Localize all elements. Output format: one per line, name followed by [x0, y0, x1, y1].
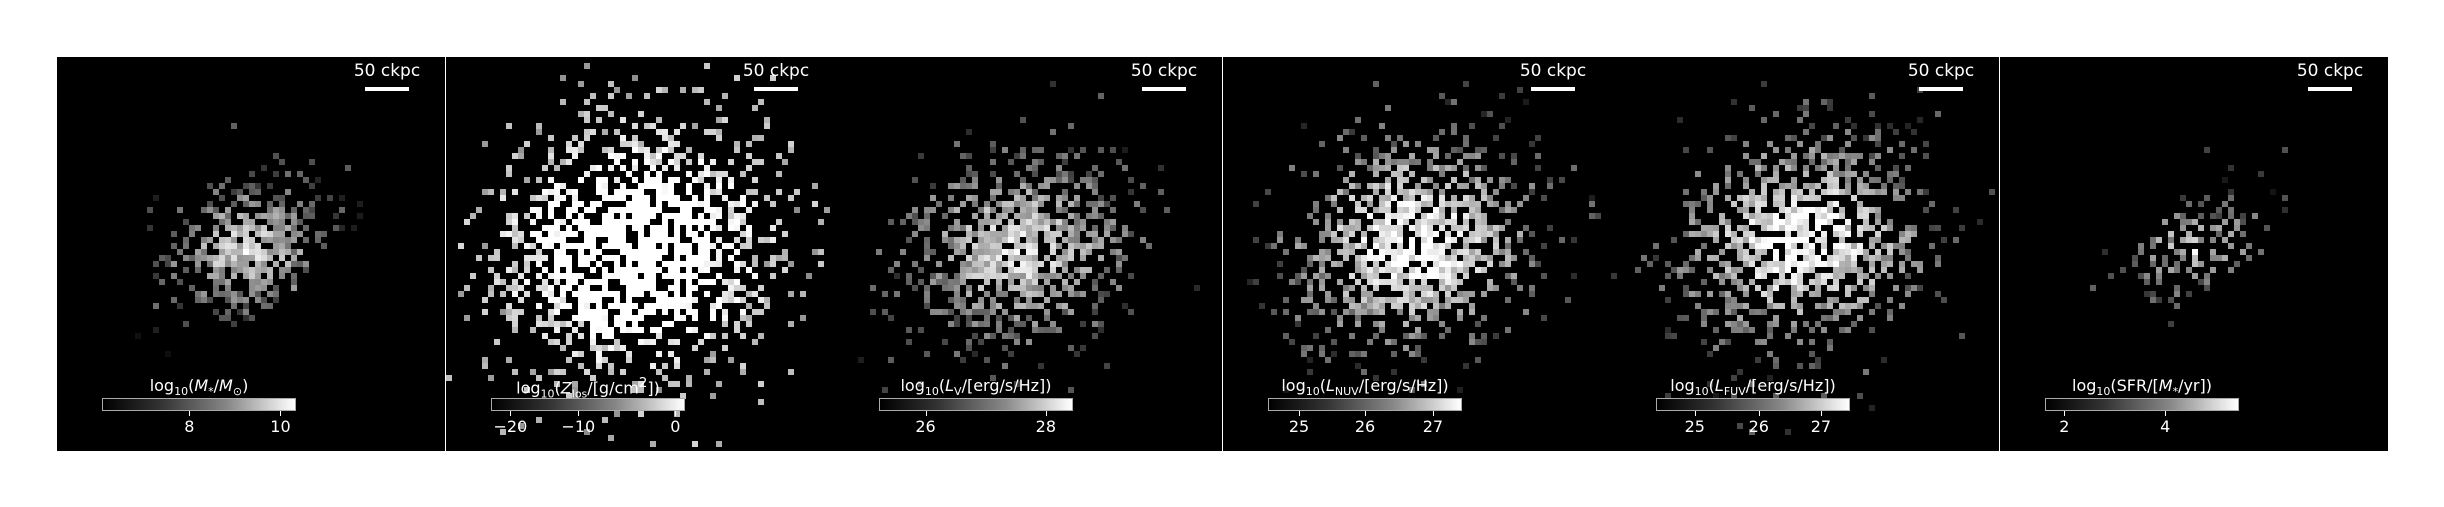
- colorbar-tick-label: 27: [1810, 417, 1832, 436]
- galaxy-map-6: [2090, 147, 2288, 327]
- image-panel-1: 50 ckpc log10(M*/M⊙) 8 10: [57, 57, 445, 451]
- image-panel-2: 50 ckpc log10(Zlos/[g/cm2]) −20 −10 0: [446, 57, 834, 451]
- colorbar-tick: [1299, 411, 1301, 416]
- scale-bar: [1919, 87, 1963, 91]
- scale-bar: [365, 87, 409, 91]
- colorbar-tick-label: 4: [2160, 417, 2171, 436]
- colorbar-label: log10(M*/M⊙): [149, 376, 249, 399]
- image-panel-3: 50 ckpc log10(LV/[erg/s/Hz]) 26 28: [834, 57, 1222, 451]
- colorbar-label: log10(LV/[erg/s/Hz]): [900, 376, 1052, 399]
- scale-bar-label: 50 ckpc: [742, 61, 810, 81]
- colorbar-gradient: [102, 398, 296, 411]
- colorbar-label: log10(LNUV/[erg/s/Hz]): [1281, 376, 1449, 399]
- colorbar-tick: [2165, 411, 2167, 416]
- colorbar: log10(SFR/[M*/yr]) 2 4: [2045, 376, 2239, 436]
- colorbar-tick-label: 8: [184, 417, 195, 436]
- colorbar-gradient: [1268, 398, 1462, 411]
- colorbar-tick: [578, 411, 580, 416]
- colorbar-tick: [1758, 411, 1760, 416]
- colorbar-tick: [1432, 411, 1434, 416]
- scale-bar-label: 50 ckpc: [1519, 61, 1587, 81]
- colorbar-gradient: [491, 398, 685, 411]
- galaxy-map-1: [135, 123, 363, 357]
- colorbar-tick: [189, 411, 191, 416]
- galaxy-map-4: [1247, 81, 1601, 405]
- scale-bar: [1531, 87, 1575, 91]
- colorbar-tick-label: 26: [915, 417, 936, 436]
- colorbar-tick-label: −10: [561, 417, 596, 436]
- colorbar-tick: [280, 411, 282, 416]
- colorbar-tick-label: 0: [670, 417, 681, 436]
- colorbar-tick-label: 10: [270, 417, 291, 436]
- colorbar: log10(M*/M⊙) 8 10: [102, 376, 296, 436]
- colorbar-tick-label: 26: [1748, 417, 1769, 436]
- scale-bar: [1142, 87, 1186, 91]
- colorbar-tick: [510, 411, 512, 416]
- scale-bar-label: 50 ckpc: [1907, 61, 1975, 81]
- colorbar-label: log10(SFR/[M*/yr]): [2072, 376, 2212, 399]
- galaxy-map-2: [446, 63, 830, 447]
- image-panel-4: 50 ckpc log10(LNUV/[erg/s/Hz]) 25 26 27: [1223, 57, 1611, 451]
- colorbar-tick-label: 2: [2059, 417, 2070, 436]
- colorbar: log10(Zlos/[g/cm2]) −20 −10 0: [491, 376, 685, 436]
- colorbar-gradient: [1656, 398, 1850, 411]
- colorbar-tick: [1045, 411, 1047, 416]
- colorbar-tick-label: 28: [1035, 417, 1056, 436]
- scale-bar-label: 50 ckpc: [353, 61, 421, 81]
- colorbar-label: log10(LFUV/[erg/s/Hz]): [1670, 376, 1836, 399]
- colorbar-tick: [925, 411, 927, 416]
- colorbar-gradient: [2045, 398, 2239, 411]
- scale-bar-label: 50 ckpc: [1130, 61, 1198, 81]
- galaxy-map-3: [858, 81, 1200, 411]
- scale-bar-label: 50 ckpc: [2296, 61, 2364, 81]
- colorbar-tick-label: 25: [1288, 417, 1310, 436]
- scale-bar: [2308, 87, 2352, 91]
- colorbar-tick-label: −20: [493, 417, 528, 436]
- colorbar-tick-label: 26: [1354, 417, 1376, 436]
- colorbar: log10(LNUV/[erg/s/Hz]) 25 26 27: [1268, 376, 1462, 436]
- colorbar-label: log10(Zlos/[g/cm2]): [516, 376, 660, 401]
- colorbar: log10(LFUV/[erg/s/Hz]) 25 26 27: [1656, 376, 1850, 436]
- galaxy-map-5: [1611, 81, 1995, 435]
- colorbar-tick: [1365, 411, 1366, 416]
- colorbar-tick: [1694, 411, 1696, 416]
- image-panel-6: 50 ckpc log10(SFR/[M*/yr]) 2 4: [2000, 57, 2388, 451]
- colorbar-tick: [675, 411, 677, 416]
- colorbar-tick: [1820, 411, 1822, 416]
- colorbar-gradient: [879, 398, 1073, 411]
- colorbar-tick: [2064, 411, 2066, 416]
- scale-bar: [754, 87, 798, 91]
- colorbar-tick-label: 27: [1422, 417, 1444, 436]
- image-panel-5: 50 ckpc log10(LFUV/[erg/s/Hz]) 25 26 27: [1611, 57, 1999, 451]
- colorbar: log10(LV/[erg/s/Hz]) 26 28: [879, 376, 1073, 436]
- colorbar-tick-label: 25: [1684, 417, 1705, 436]
